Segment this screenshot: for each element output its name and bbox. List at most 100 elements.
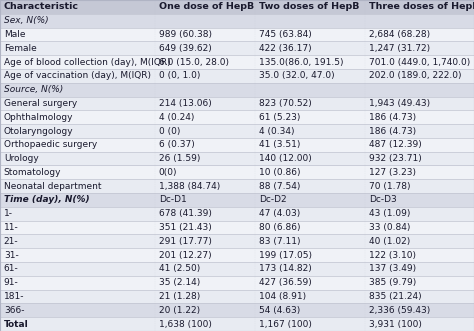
Text: Ophthalmology: Ophthalmology bbox=[4, 113, 73, 122]
Text: 0 (0): 0 (0) bbox=[159, 126, 180, 135]
Text: 20 (1.22): 20 (1.22) bbox=[159, 306, 200, 315]
Text: 35 (2.14): 35 (2.14) bbox=[159, 278, 200, 287]
Bar bbox=[365, 166, 474, 179]
Bar bbox=[0, 110, 155, 124]
Text: 21 (1.28): 21 (1.28) bbox=[159, 292, 200, 301]
Text: 83 (7.11): 83 (7.11) bbox=[259, 237, 301, 246]
Bar bbox=[0, 304, 155, 317]
Text: Neonatal department: Neonatal department bbox=[4, 182, 101, 191]
Text: General surgery: General surgery bbox=[4, 99, 77, 108]
Text: Time (day), N(%): Time (day), N(%) bbox=[4, 196, 90, 205]
Bar bbox=[255, 138, 365, 152]
Bar bbox=[365, 138, 474, 152]
Text: 61 (5.23): 61 (5.23) bbox=[259, 113, 300, 122]
Bar bbox=[0, 179, 155, 193]
Bar bbox=[155, 276, 255, 290]
Text: 214 (13.06): 214 (13.06) bbox=[159, 99, 211, 108]
Text: 649 (39.62): 649 (39.62) bbox=[159, 44, 211, 53]
Text: 33 (0.84): 33 (0.84) bbox=[369, 223, 410, 232]
Text: 2,684 (68.28): 2,684 (68.28) bbox=[369, 30, 430, 39]
Bar bbox=[0, 138, 155, 152]
Text: One dose of HepB: One dose of HepB bbox=[159, 2, 254, 11]
Bar bbox=[155, 41, 255, 55]
Bar bbox=[0, 276, 155, 290]
Bar bbox=[255, 221, 365, 234]
Text: 47 (4.03): 47 (4.03) bbox=[259, 209, 300, 218]
Text: Male: Male bbox=[4, 30, 25, 39]
Text: 823 (70.52): 823 (70.52) bbox=[259, 99, 311, 108]
Text: 127 (3.23): 127 (3.23) bbox=[369, 168, 416, 177]
Text: 186 (4.73): 186 (4.73) bbox=[369, 113, 416, 122]
Bar bbox=[365, 124, 474, 138]
Text: 1-: 1- bbox=[4, 209, 13, 218]
Bar bbox=[365, 97, 474, 110]
Bar bbox=[255, 69, 365, 83]
Bar bbox=[155, 317, 255, 331]
Bar bbox=[365, 304, 474, 317]
Bar bbox=[155, 0, 255, 14]
Bar bbox=[155, 152, 255, 166]
Bar bbox=[365, 110, 474, 124]
Bar bbox=[0, 193, 155, 207]
Text: 199 (17.05): 199 (17.05) bbox=[259, 251, 312, 260]
Text: 0 (0, 1.0): 0 (0, 1.0) bbox=[159, 71, 200, 80]
Bar bbox=[365, 69, 474, 83]
Text: 366-: 366- bbox=[4, 306, 24, 315]
Text: 137 (3.49): 137 (3.49) bbox=[369, 264, 416, 273]
Bar bbox=[365, 248, 474, 262]
Bar bbox=[155, 166, 255, 179]
Bar bbox=[365, 27, 474, 41]
Bar bbox=[255, 166, 365, 179]
Bar bbox=[255, 193, 365, 207]
Bar bbox=[365, 221, 474, 234]
Text: 35.0 (32.0, 47.0): 35.0 (32.0, 47.0) bbox=[259, 71, 335, 80]
Bar bbox=[155, 69, 255, 83]
Text: 173 (14.82): 173 (14.82) bbox=[259, 264, 311, 273]
Text: 4 (0.24): 4 (0.24) bbox=[159, 113, 194, 122]
Text: 54 (4.63): 54 (4.63) bbox=[259, 306, 300, 315]
Bar bbox=[255, 110, 365, 124]
Bar bbox=[255, 290, 365, 304]
Bar bbox=[255, 248, 365, 262]
Text: 6.0 (15.0, 28.0): 6.0 (15.0, 28.0) bbox=[159, 58, 229, 67]
Bar bbox=[365, 0, 474, 14]
Text: Dc-D1: Dc-D1 bbox=[159, 196, 187, 205]
Text: Urology: Urology bbox=[4, 154, 38, 163]
Text: 11-: 11- bbox=[4, 223, 18, 232]
Text: 104 (8.91): 104 (8.91) bbox=[259, 292, 306, 301]
Text: 835 (21.24): 835 (21.24) bbox=[369, 292, 421, 301]
Bar bbox=[155, 124, 255, 138]
Text: 1,247 (31.72): 1,247 (31.72) bbox=[369, 44, 430, 53]
Bar bbox=[255, 234, 365, 248]
Bar bbox=[155, 138, 255, 152]
Bar bbox=[0, 27, 155, 41]
Bar bbox=[155, 14, 255, 27]
Bar bbox=[255, 124, 365, 138]
Bar bbox=[155, 97, 255, 110]
Bar bbox=[0, 41, 155, 55]
Text: 2,336 (59.43): 2,336 (59.43) bbox=[369, 306, 430, 315]
Bar bbox=[155, 83, 255, 97]
Text: 186 (4.73): 186 (4.73) bbox=[369, 126, 416, 135]
Text: 385 (9.79): 385 (9.79) bbox=[369, 278, 416, 287]
Text: Age of blood collection (day), M(IQR): Age of blood collection (day), M(IQR) bbox=[4, 58, 171, 67]
Bar bbox=[155, 55, 255, 69]
Bar bbox=[365, 234, 474, 248]
Bar bbox=[155, 262, 255, 276]
Text: Stomatology: Stomatology bbox=[4, 168, 61, 177]
Bar bbox=[0, 83, 155, 97]
Text: 1,943 (49.43): 1,943 (49.43) bbox=[369, 99, 430, 108]
Bar bbox=[255, 41, 365, 55]
Bar bbox=[255, 55, 365, 69]
Bar bbox=[255, 304, 365, 317]
Bar bbox=[0, 166, 155, 179]
Bar bbox=[365, 55, 474, 69]
Text: Sex, N(%): Sex, N(%) bbox=[4, 16, 48, 25]
Bar bbox=[255, 276, 365, 290]
Text: Otolaryngology: Otolaryngology bbox=[4, 126, 73, 135]
Text: 41 (2.50): 41 (2.50) bbox=[159, 264, 200, 273]
Text: Two doses of HepB: Two doses of HepB bbox=[259, 2, 359, 11]
Text: 745 (63.84): 745 (63.84) bbox=[259, 30, 311, 39]
Bar bbox=[155, 207, 255, 221]
Text: 80 (6.86): 80 (6.86) bbox=[259, 223, 301, 232]
